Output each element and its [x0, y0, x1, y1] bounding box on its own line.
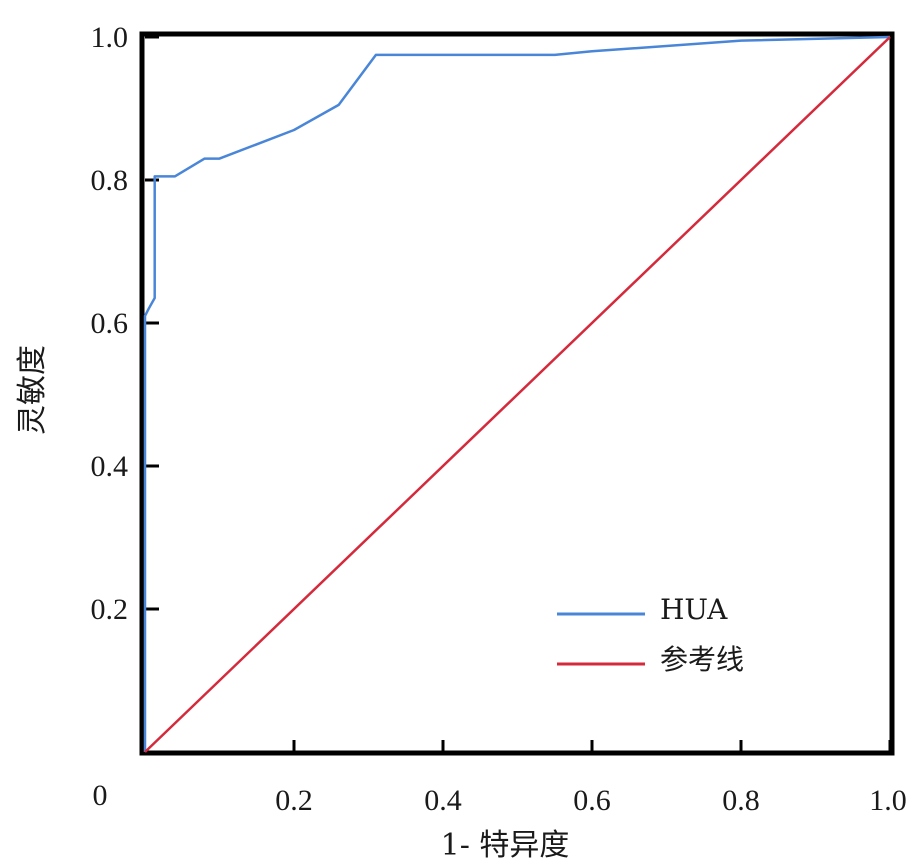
x-tick-label: 1.0: [869, 784, 907, 817]
y-tick-label: 0.4: [91, 450, 129, 483]
y-tick-label: 0.8: [91, 164, 129, 197]
y-tick-label: 0.6: [91, 307, 129, 340]
x-tick-label: 0.8: [722, 784, 760, 817]
series-lines: [143, 35, 891, 753]
y-tick-labels: 0.2 0.4 0.6 0.8 1.0: [91, 21, 129, 626]
x-tick-labels: 0.2 0.4 0.6 0.8 1.0: [275, 784, 907, 817]
origin-label: 0: [93, 779, 108, 812]
legend-label-hua: HUA: [660, 593, 728, 626]
x-tick-marks: [292, 740, 892, 752]
x-tick-label: 0.2: [275, 784, 313, 817]
y-tick-marks: [145, 35, 159, 611]
x-tick-label: 0.4: [424, 784, 462, 817]
plot-frame: [139, 31, 895, 756]
legend: HUA 参考线: [557, 593, 744, 676]
legend-label-reference-line: 参考线: [660, 643, 744, 676]
x-axis-label: 1- 特异度: [441, 828, 570, 863]
y-tick-label: 0.2: [91, 593, 129, 626]
series-line-reference: [144, 36, 891, 753]
y-tick-label: 1.0: [91, 21, 129, 54]
x-tick-label: 0.6: [573, 784, 611, 817]
series-line-hua: [143, 35, 891, 752]
y-axis-label: 灵敏度: [15, 345, 50, 435]
